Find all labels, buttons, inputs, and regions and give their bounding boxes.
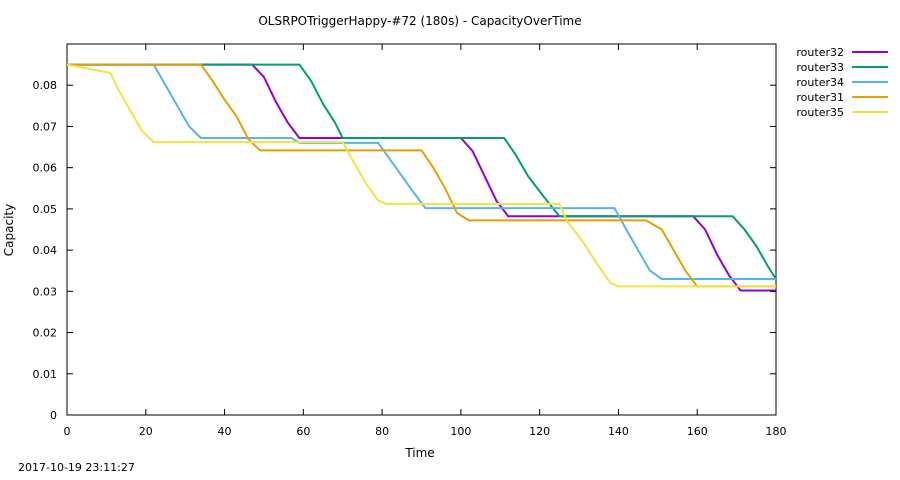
x-tick-label: 180 bbox=[766, 425, 787, 438]
y-tick-label: 0.07 bbox=[33, 120, 58, 133]
y-tick-label: 0.04 bbox=[33, 244, 58, 257]
x-tick-label: 120 bbox=[529, 425, 550, 438]
chart-title: OLSRPOTriggerHappy-#72 (180s) - Capacity… bbox=[258, 14, 581, 28]
series-line-router32 bbox=[67, 63, 776, 292]
x-tick-label: 80 bbox=[375, 425, 389, 438]
y-tick-label: 0.08 bbox=[33, 79, 58, 92]
x-tick-label: 40 bbox=[218, 425, 232, 438]
legend-label-router31: router31 bbox=[796, 91, 844, 104]
plot-frame bbox=[66, 43, 777, 416]
series-line-router31 bbox=[67, 63, 776, 288]
x-tick-label: 60 bbox=[296, 425, 310, 438]
y-tick-label: 0.02 bbox=[33, 327, 58, 340]
y-tick-label: 0 bbox=[50, 409, 57, 422]
timestamp: 2017-10-19 23:11:27 bbox=[18, 461, 135, 474]
y-tick-label: 0.03 bbox=[33, 285, 58, 298]
series-line-router34 bbox=[67, 63, 776, 280]
legend-label-router34: router34 bbox=[796, 76, 844, 89]
y-tick-label: 0.06 bbox=[33, 162, 58, 175]
legend: router32 router33 router34 router31 router35 bbox=[796, 46, 888, 119]
x-tick-label: 100 bbox=[450, 425, 471, 438]
series-line-router35 bbox=[66, 63, 776, 288]
series-line-router33 bbox=[67, 63, 777, 280]
series-layer bbox=[66, 63, 777, 292]
y-axis: 0 0.01 0.02 0.03 0.04 0.05 0.06 0.07 0.08 bbox=[33, 79, 776, 422]
legend-label-router33: router33 bbox=[796, 61, 844, 74]
x-axis-label: Time bbox=[404, 446, 434, 460]
x-tick-label: 160 bbox=[687, 425, 708, 438]
plot-area bbox=[66, 43, 777, 416]
y-tick-label: 0.05 bbox=[33, 203, 58, 216]
y-tick-label: 0.01 bbox=[33, 368, 58, 381]
y-axis-label: Capacity bbox=[2, 204, 16, 256]
x-axis: 0 20 40 60 80 100 120 140 160 180 bbox=[64, 44, 787, 438]
x-tick-label: 140 bbox=[608, 425, 629, 438]
legend-label-router32: router32 bbox=[796, 46, 844, 59]
x-tick-label: 20 bbox=[139, 425, 153, 438]
legend-label-router35: router35 bbox=[796, 106, 844, 119]
x-tick-label: 0 bbox=[64, 425, 71, 438]
